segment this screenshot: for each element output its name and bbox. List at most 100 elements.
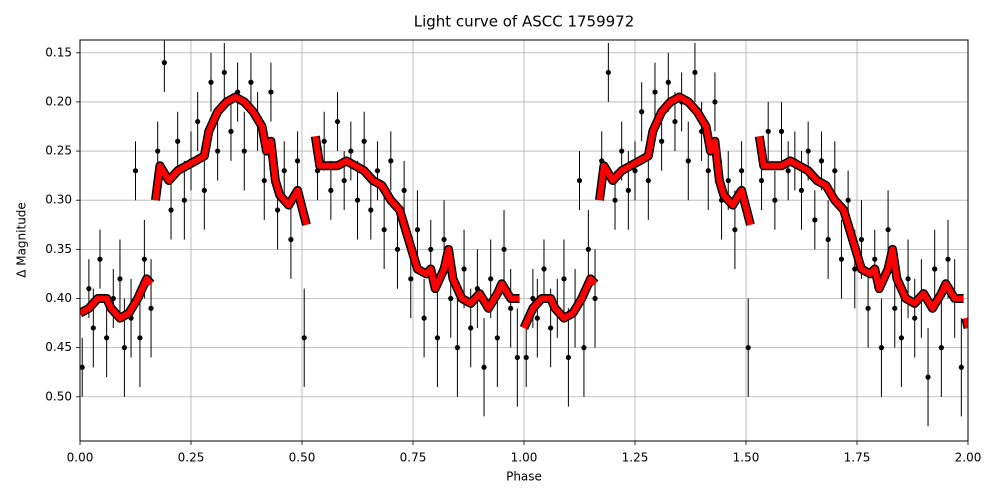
data-point <box>534 315 540 321</box>
data-point <box>523 354 529 361</box>
data-point <box>434 335 441 341</box>
data-point <box>725 177 731 184</box>
data-point <box>832 168 838 174</box>
data-point <box>845 197 851 203</box>
data-point <box>576 177 583 184</box>
y-tick-label: 0.45 <box>45 340 72 354</box>
data-point <box>872 256 878 262</box>
data-point <box>665 79 671 85</box>
data-point <box>328 187 334 193</box>
data-point <box>208 79 214 85</box>
data-point <box>639 109 645 115</box>
y-tick-label: 0.40 <box>45 291 72 305</box>
data-point <box>825 236 831 243</box>
y-tick-label: 0.50 <box>45 389 72 403</box>
data-point <box>605 69 611 76</box>
data-point <box>738 168 745 174</box>
data-point <box>958 364 964 370</box>
data-point <box>494 335 500 341</box>
binned-curve <box>521 275 598 330</box>
data-point <box>765 128 771 135</box>
data-point <box>785 168 791 174</box>
data-point <box>248 79 254 85</box>
data-point <box>448 295 454 302</box>
x-tick-label: 1.50 <box>733 451 760 465</box>
y-tick-label: 0.25 <box>45 144 72 158</box>
data-point <box>905 276 911 282</box>
data-point <box>652 89 658 95</box>
data-point <box>501 246 507 252</box>
data-point <box>334 118 341 125</box>
data-point <box>274 207 281 213</box>
data-point <box>772 197 778 203</box>
y-tick-label: 0.30 <box>45 193 72 207</box>
data-point <box>585 246 591 252</box>
data-point <box>137 335 143 341</box>
x-tick-label: 1.75 <box>844 451 871 465</box>
x-tick-label: 0.25 <box>178 451 205 465</box>
data-point <box>294 158 301 164</box>
data-point <box>812 217 818 223</box>
data-point <box>488 276 494 282</box>
data-point <box>104 335 110 341</box>
data-point <box>90 325 96 331</box>
data-point <box>454 345 460 351</box>
data-point <box>732 227 738 233</box>
data-point <box>228 128 234 135</box>
data-point <box>132 168 139 174</box>
x-tick-label: 1.00 <box>511 451 538 465</box>
data-point <box>672 118 678 125</box>
data-point <box>468 325 474 331</box>
data-point <box>852 266 858 272</box>
data-point <box>548 325 554 331</box>
data-point <box>268 89 274 95</box>
data-point <box>885 227 891 233</box>
data-point <box>541 266 547 272</box>
data-point <box>712 99 718 105</box>
data-point <box>421 315 427 321</box>
data-point <box>892 305 898 311</box>
data-point <box>508 305 514 311</box>
data-point <box>659 138 665 144</box>
data-point <box>878 345 885 351</box>
data-point <box>341 177 347 184</box>
data-point <box>354 197 361 203</box>
data-point <box>408 276 414 282</box>
x-axis-label: Phase <box>506 470 542 484</box>
data-point <box>625 187 631 193</box>
data-point <box>745 345 751 351</box>
data-point <box>898 335 905 341</box>
x-tick-label: 0.00 <box>67 451 94 465</box>
data-point <box>592 295 598 302</box>
data-point <box>155 148 161 154</box>
x-tick-label: 2.00 <box>955 451 982 465</box>
data-point <box>175 138 181 144</box>
ticks: 0.00 0.25 0.50 0.75 1.00 1.25 1.50 1.75 2.00 0.15… <box>45 45 981 464</box>
data-point <box>758 177 765 184</box>
data-point <box>301 335 307 341</box>
data-point <box>148 305 154 311</box>
data-point <box>778 128 785 135</box>
data-point <box>685 158 691 164</box>
y-tick-label: 0.20 <box>45 94 72 108</box>
x-tick-label: 0.50 <box>289 451 316 465</box>
data-point <box>645 177 651 184</box>
data-point <box>514 354 520 361</box>
data-point <box>394 246 401 252</box>
data-point <box>117 276 123 282</box>
data-point <box>141 256 147 262</box>
data-point <box>86 286 92 292</box>
data-point <box>241 148 247 154</box>
data-point <box>858 236 865 243</box>
data-point <box>565 354 572 361</box>
data-point <box>938 345 944 351</box>
data-point <box>414 227 421 233</box>
data-point <box>361 138 367 144</box>
chart-title: Light curve of ASCC 1759972 <box>414 13 635 31</box>
data-point <box>215 148 221 154</box>
data-point <box>348 148 354 154</box>
data-point <box>441 236 447 243</box>
plot-area <box>80 40 968 427</box>
